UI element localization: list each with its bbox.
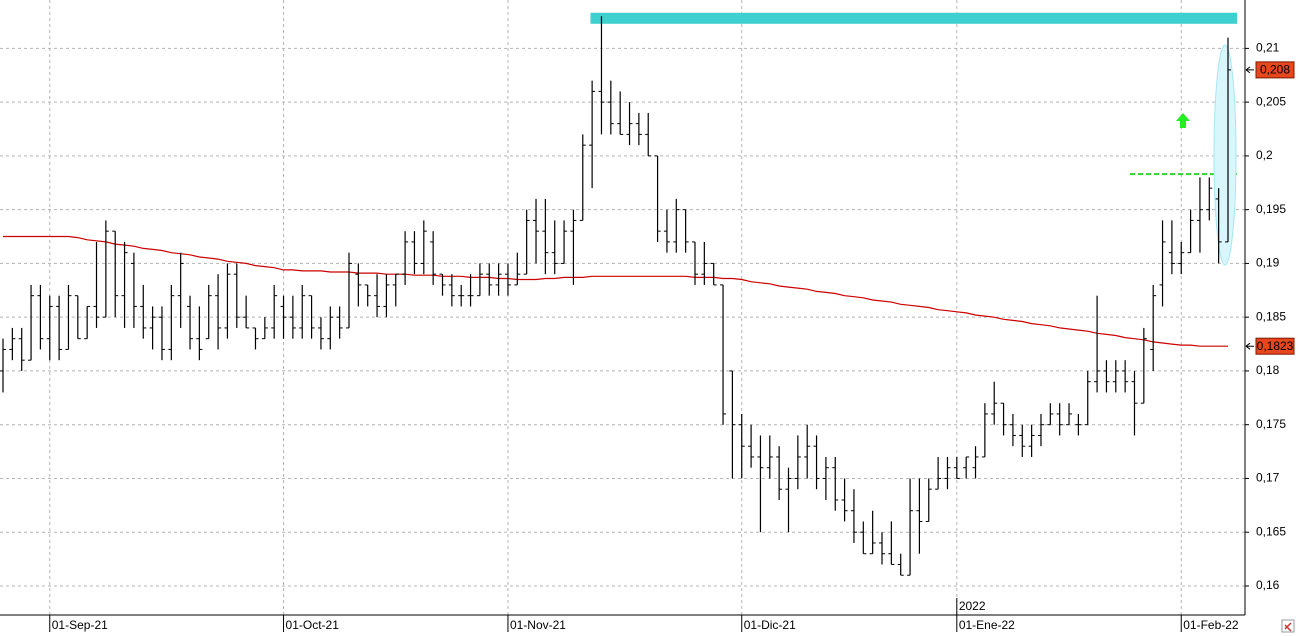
axis-labels: 0,160,1650,170,1750,180,1850,190,1950,20…: [49, 41, 1295, 632]
grid: [0, 0, 1245, 615]
x-tick-label: 01-Dic-21: [744, 618, 796, 632]
y-tick-label: 0,195: [1256, 202, 1286, 216]
y-tick-label: 0,165: [1256, 524, 1286, 538]
up-arrow: [1176, 113, 1190, 128]
x-tick-label: 01-Feb-22: [1183, 618, 1239, 632]
price-label-box: [1255, 337, 1295, 355]
x-tick-label: 01-Sep-21: [52, 618, 108, 632]
x-tick-label: 01-Oct-21: [286, 618, 340, 632]
y-tick-label: 0,185: [1256, 309, 1286, 323]
price-label: 0,208: [1260, 63, 1290, 77]
x-tick-label: 01-Ene-22: [959, 618, 1015, 632]
x-tick-label: 01-Nov-21: [510, 618, 566, 632]
moving-average: [3, 235, 1228, 347]
highlight-ellipse: [1213, 44, 1237, 266]
resistance-band: [590, 12, 1237, 24]
y-tick-label: 0,2: [1256, 148, 1273, 162]
y-tick-label: 0,18: [1256, 363, 1280, 377]
y-tick-label: 0,19: [1256, 256, 1280, 270]
price-pointer: [1245, 342, 1254, 350]
y-tick-label: 0,205: [1256, 94, 1286, 108]
price-bars: [0, 16, 1231, 576]
price-label-box: [1255, 61, 1295, 79]
y-tick-label: 0,17: [1256, 471, 1280, 485]
price-label: 0,1823: [1257, 339, 1294, 353]
year-label: 2022: [959, 599, 986, 613]
price-pointer: [1245, 66, 1254, 74]
y-tick-label: 0,175: [1256, 417, 1286, 431]
y-tick-label: 0,16: [1256, 578, 1280, 592]
y-tick-label: 0,21: [1256, 41, 1280, 55]
corner-icon-glyph: [1284, 622, 1292, 632]
